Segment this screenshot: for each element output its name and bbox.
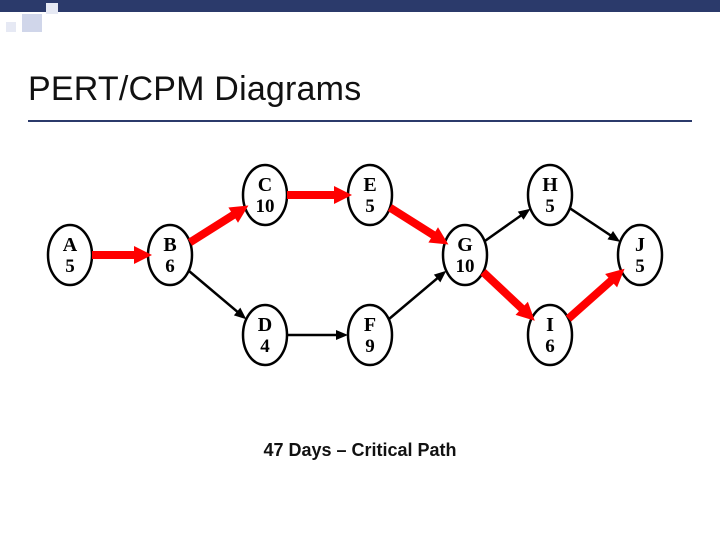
pert-diagram: A5B6C10D4E5F9G10H5I6J5 bbox=[40, 150, 680, 410]
svg-text:5: 5 bbox=[365, 196, 375, 217]
svg-text:C: C bbox=[258, 174, 272, 196]
svg-text:6: 6 bbox=[545, 336, 555, 357]
svg-text:10: 10 bbox=[456, 256, 475, 277]
decor-square bbox=[46, 3, 58, 14]
diagram-svg: A5B6C10D4E5F9G10H5I6J5 bbox=[40, 150, 680, 410]
svg-text:H: H bbox=[542, 174, 558, 196]
svg-text:F: F bbox=[364, 314, 376, 336]
svg-text:4: 4 bbox=[260, 336, 270, 357]
critical-path-caption: 47 Days – Critical Path bbox=[0, 440, 720, 461]
svg-text:5: 5 bbox=[545, 196, 555, 217]
svg-text:B: B bbox=[163, 234, 176, 256]
title-underline bbox=[28, 120, 692, 122]
svg-text:A: A bbox=[63, 234, 78, 256]
svg-text:5: 5 bbox=[65, 256, 75, 277]
accent-bar bbox=[0, 0, 720, 12]
decor-square bbox=[22, 14, 42, 32]
svg-text:9: 9 bbox=[365, 336, 375, 357]
svg-text:I: I bbox=[546, 314, 554, 336]
svg-text:6: 6 bbox=[165, 256, 175, 277]
svg-text:5: 5 bbox=[635, 256, 645, 277]
svg-text:J: J bbox=[635, 234, 645, 256]
svg-text:E: E bbox=[363, 174, 376, 196]
svg-text:10: 10 bbox=[256, 196, 275, 217]
decor-square bbox=[6, 22, 16, 32]
svg-text:D: D bbox=[258, 314, 272, 336]
slide-title: PERT/CPM Diagrams bbox=[28, 70, 361, 109]
svg-text:G: G bbox=[457, 234, 473, 256]
